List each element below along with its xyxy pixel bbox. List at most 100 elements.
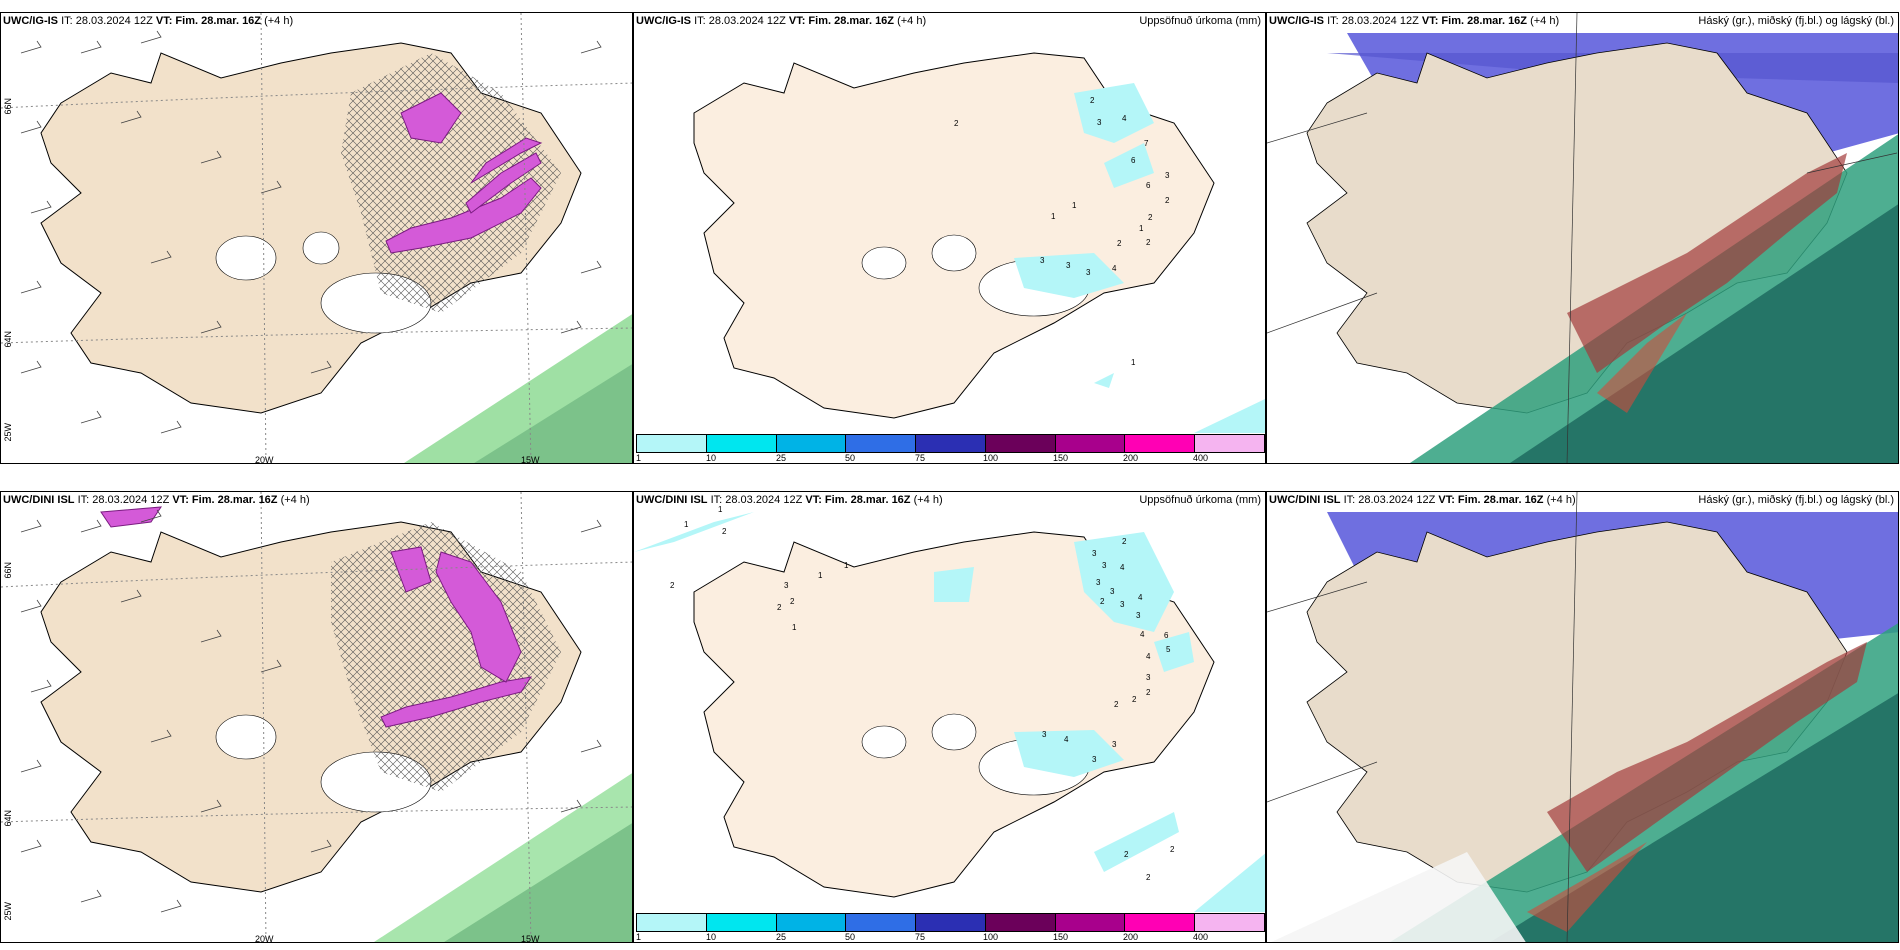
vt-label: VT: — [805, 494, 822, 506]
map-top-mid: 243 276 632 11 2 122 333 41 — [693, 52, 1265, 433]
valid-time: Fim. 28.mar. 16Z — [191, 494, 278, 506]
colorbar-segment — [776, 914, 847, 931]
vt-label: VT: — [788, 15, 806, 27]
panel-bot-left-wind-snow: UWC/DINI ISL IT: 28.03.2024 12Z VT: Fim.… — [0, 491, 633, 943]
colorbar-segment — [1195, 914, 1265, 931]
svg-text:1: 1 — [718, 505, 723, 514]
vt-label: VT: — [172, 494, 189, 506]
colorbar-segment — [1125, 914, 1196, 931]
vt-label: VT: — [1421, 15, 1439, 27]
lon-label-25w: 25W — [3, 902, 13, 921]
svg-text:2: 2 — [1146, 873, 1151, 882]
colorbar-label: 400 — [1193, 453, 1209, 463]
lon-label-15w: 15W — [521, 934, 540, 943]
cloud-title: Háský (gr.), miðský (fj.bl.) og lágský (… — [1698, 494, 1894, 506]
svg-text:3: 3 — [1136, 611, 1141, 620]
svg-text:1: 1 — [818, 571, 823, 580]
svg-text:4: 4 — [1122, 114, 1127, 123]
svg-text:4: 4 — [1140, 630, 1145, 639]
svg-text:3: 3 — [1165, 171, 1170, 180]
header-bot-right: UWC/DINI ISL IT: 28.03.2024 12Z VT: Fim.… — [1269, 494, 1576, 506]
svg-text:1: 1 — [684, 520, 689, 529]
svg-text:3: 3 — [1040, 256, 1045, 265]
svg-text:6: 6 — [1131, 156, 1136, 165]
svg-text:2: 2 — [1124, 850, 1129, 859]
colorbar-label: 25 — [776, 453, 787, 463]
colorbar-segment — [846, 914, 917, 931]
valid-time: Fim. 28.mar. 16Z — [175, 15, 262, 27]
panel-top-left-wind-snow: UWC/IG-IS IT: 28.03.2024 12Z VT: Fim. 28… — [0, 12, 633, 464]
init-time: IT: 28.03.2024 12Z — [1343, 494, 1436, 506]
svg-text:2: 2 — [1122, 537, 1127, 546]
svg-text:1: 1 — [1072, 201, 1077, 210]
svg-text:2: 2 — [1170, 845, 1175, 854]
valid-time: Fim. 28.mar. 16Z — [1441, 15, 1528, 27]
vt-label: VT: — [155, 15, 173, 27]
lead-time: (+4 h) — [1546, 494, 1576, 506]
precip-title: Uppsöfnuð úrkoma (mm) — [1139, 15, 1261, 27]
map-top-left — [1, 13, 632, 463]
svg-text:1: 1 — [792, 623, 797, 632]
map-bot-mid: 112 211 322 132 3 43 342 336 454 322 234 … — [634, 505, 1265, 912]
model-name: UWC/IG-IS — [3, 15, 58, 27]
colorbar-segment — [637, 914, 707, 931]
model-name: UWC/DINI ISL — [3, 494, 75, 506]
colorbar-label: 50 — [845, 453, 856, 463]
map-bot-left — [1, 492, 632, 942]
svg-text:3: 3 — [1092, 755, 1097, 764]
colorbar-label: 75 — [915, 453, 926, 463]
svg-text:2: 2 — [954, 119, 959, 128]
svg-text:2: 2 — [1114, 700, 1119, 709]
svg-text:2: 2 — [1090, 96, 1095, 105]
svg-text:3: 3 — [1042, 730, 1047, 739]
model-name: UWC/DINI ISL — [1269, 494, 1341, 506]
lat-label-66n: 66N — [3, 98, 13, 115]
svg-text:2: 2 — [1146, 688, 1151, 697]
model-name: UWC/IG-IS — [1269, 15, 1324, 27]
svg-text:2: 2 — [1117, 239, 1122, 248]
colorbar-segment — [706, 435, 777, 452]
svg-text:3: 3 — [1066, 261, 1071, 270]
panel-bot-right-clouds: UWC/DINI ISL IT: 28.03.2024 12Z VT: Fim.… — [1266, 491, 1899, 943]
colorbar-label: 10 — [706, 932, 717, 942]
lead-time: (+4 h) — [897, 15, 927, 27]
colorbar-segment — [1195, 435, 1265, 452]
precip-colorbar-labels: 1 10 25 50 75 100 150 200 400 — [636, 453, 1263, 463]
svg-text:3: 3 — [1092, 549, 1097, 558]
colorbar-segment — [1055, 435, 1126, 452]
header-bot-mid: UWC/DINI ISL IT: 28.03.2024 12Z VT: Fim.… — [636, 494, 943, 506]
model-name: UWC/IG-IS — [636, 15, 691, 27]
map-bot-right — [1267, 492, 1898, 942]
colorbar-label: 1 — [636, 453, 642, 463]
svg-text:4: 4 — [1120, 563, 1125, 572]
colorbar-label: 100 — [983, 932, 999, 942]
colorbar-label: 100 — [983, 453, 999, 463]
vt-label: VT: — [1438, 494, 1455, 506]
colorbar-segment — [637, 435, 707, 452]
lat-label-64n: 64N — [3, 331, 13, 348]
svg-text:6: 6 — [1146, 181, 1151, 190]
colorbar-segment — [916, 435, 986, 452]
svg-text:2: 2 — [1132, 695, 1137, 704]
init-time: IT: 28.03.2024 12Z — [710, 494, 803, 506]
lon-label-20w: 20W — [255, 455, 274, 464]
svg-text:3: 3 — [1146, 673, 1151, 682]
lead-time: (+4 h) — [913, 494, 943, 506]
lat-label-66n: 66N — [3, 562, 13, 579]
panel-top-right-clouds: UWC/IG-IS IT: 28.03.2024 12Z VT: Fim. 28… — [1266, 12, 1899, 464]
colorbar-label: 1 — [636, 932, 642, 942]
svg-text:3: 3 — [1120, 600, 1125, 609]
svg-text:4: 4 — [1064, 735, 1069, 744]
colorbar-label: 10 — [706, 453, 717, 463]
init-time: IT: 28.03.2024 12Z — [1327, 15, 1419, 27]
lon-label-25w: 25W — [3, 423, 13, 442]
colorbar-segment — [1125, 435, 1196, 452]
lon-label-20w: 20W — [255, 934, 274, 943]
colorbar-segment — [985, 435, 1056, 452]
svg-text:2: 2 — [790, 597, 795, 606]
svg-text:3: 3 — [1110, 587, 1115, 596]
cloud-title: Háský (gr.), miðský (fj.bl.) og lágský (… — [1698, 15, 1894, 27]
svg-text:1: 1 — [1139, 224, 1144, 233]
